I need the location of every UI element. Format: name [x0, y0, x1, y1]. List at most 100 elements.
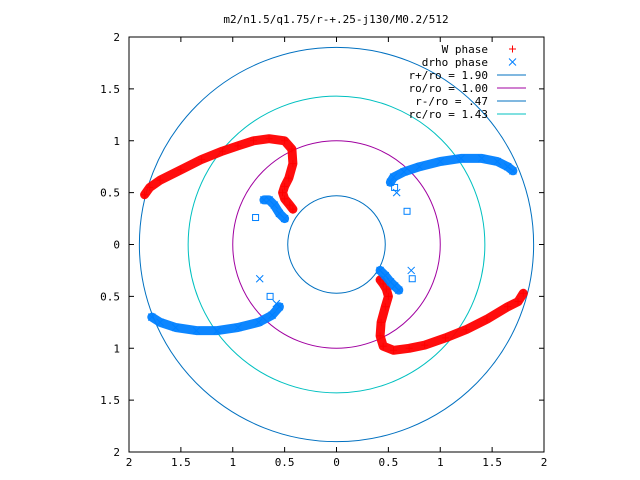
- series-1-arm-0-point-1-b: [389, 173, 398, 181]
- series-0-arm-1-point-6: [421, 341, 429, 349]
- series-1-outlier-8: [408, 275, 416, 283]
- series-1-arm-1-point-0-b: [147, 313, 156, 321]
- series-1-outlier-1: [255, 274, 264, 283]
- series-0-arm-0-point-17: [289, 205, 297, 213]
- series-0-arm-1-point-15: [379, 280, 387, 288]
- series-1-arm-0-point-3-b: [415, 162, 424, 171]
- series-0-arm-1-point-13: [384, 292, 392, 300]
- series-0-arm-0-point-2: [156, 176, 164, 184]
- series-1-outlier-1-b: [255, 274, 264, 283]
- series-0-arm-1-point-8: [390, 346, 398, 354]
- series-1-arm-2-point-3-b: [275, 209, 284, 218]
- series-1-arm-1-point-5: [234, 323, 242, 332]
- series-1-outlier-5: [392, 188, 401, 197]
- series-0-arm-1-point-10: [376, 332, 384, 340]
- series-0-arm-1-point-14: [382, 285, 390, 293]
- series-1-arm-0-point-9-b: [509, 166, 517, 175]
- series-1-arm-1-point-2: [171, 323, 180, 332]
- legend-label-1: drho phase: [422, 56, 488, 69]
- series-1-arm-0-point-8-b: [503, 162, 512, 171]
- legend-label-0: W phase: [442, 43, 488, 56]
- series-1-arm-3-point-0-b: [376, 266, 384, 275]
- series-1-arm-0-point-2-b: [400, 168, 408, 176]
- axis-ticks: 2 1.5 1 0.5 0 0.5 1 1.5 221.510.500.511.52: [100, 31, 547, 469]
- series-0-arm-0-point-14: [279, 189, 287, 197]
- y-tick-label-8: 2: [113, 446, 120, 459]
- series-1-outlier-6-box: [403, 207, 411, 215]
- series-0-arm-0-point-0: [141, 191, 149, 199]
- x-tick-label-6: 1: [437, 456, 444, 469]
- series-1-arm-0-band: [385, 153, 518, 187]
- series-1-arm-0-point-8: [503, 162, 512, 171]
- series-1-arm-0-point-7: [493, 157, 502, 166]
- series-0-arm-0-point-7: [250, 137, 257, 145]
- series-1-arm-3-point-3-b: [390, 282, 399, 290]
- series-1-arm-0-point-1: [389, 173, 398, 181]
- series-1-arm-0-point-5: [457, 154, 465, 163]
- series-1-arm-1-point-4-b: [213, 326, 222, 335]
- series-1-arm-1-point-3-b: [192, 326, 201, 335]
- series-1-arm-3-point-1-b: [381, 271, 390, 280]
- series-1-arm-3-point-2-b: [386, 277, 395, 286]
- series-0-arm-1-point-0: [519, 289, 527, 297]
- series-1-arm-1-point-1: [156, 318, 164, 327]
- series-0-arm-0-point-15: [281, 195, 289, 203]
- series-1-arm-3-point-1: [381, 271, 390, 280]
- y-tick-label-2: 1: [113, 135, 120, 148]
- series-0-arm-1-point-3: [483, 315, 491, 323]
- series-1-outlier-3: [272, 299, 281, 308]
- y-tick-label-6: 1: [113, 342, 120, 355]
- series-1-arm-0-point-9: [509, 166, 517, 175]
- y-tick-label-3: 0.5: [100, 187, 120, 200]
- series-1-outlier-3-b: [272, 299, 281, 308]
- series-1-arm-1-point-5-b: [234, 323, 242, 332]
- series-0-arm-1-point-4: [462, 326, 470, 334]
- x-tick-label-1: 1.5: [171, 456, 191, 469]
- data-points: [140, 134, 528, 355]
- series-1-arm-3-point-4-b: [394, 286, 403, 295]
- series-0-arm-0-point-6: [234, 142, 242, 150]
- series-0-arm-1-point-11: [377, 318, 385, 326]
- series-0-arm-1-point-9: [379, 342, 387, 350]
- series-1-arm-0-point-4-b: [436, 157, 445, 166]
- x-tick-label-5: 0.5: [378, 456, 398, 469]
- series-0-arm-0-point-1: [146, 183, 154, 191]
- series-1-arm-2-point-4: [280, 214, 289, 223]
- series-1-arm-1-point-6: [254, 318, 263, 327]
- y-tick-label-0: 2: [113, 31, 120, 44]
- series-1-arm-1-point-3: [192, 326, 201, 335]
- series-0-arm-0-point-12: [285, 174, 293, 182]
- legend-sample-0: [509, 45, 516, 53]
- series-0-arm-1-point-7: [405, 344, 413, 352]
- y-tick-label-4: 0: [113, 239, 120, 252]
- series-1-arm-2-point-2: [270, 201, 279, 209]
- series-1-outlier-2: [266, 292, 274, 300]
- y-tick-label-1: 1.5: [100, 83, 120, 96]
- series-1-arm-0-point-2: [400, 168, 408, 176]
- series-0-arm-0-point-13: [281, 182, 289, 190]
- y-tick-label-7: 1.5: [100, 394, 120, 407]
- series-0-arm-0-point-10: [288, 145, 296, 153]
- legend-sample-1: [508, 58, 517, 66]
- circle-0: [138, 46, 535, 443]
- legend-label-2: r+/ro = 1.90: [409, 69, 488, 82]
- series-1-arm-0-point-6-b: [477, 154, 486, 163]
- series-0-arm-1-point-16: [376, 276, 384, 284]
- chart-title: m2/n1.5/q1.75/r-+.25-j130/M0.2/512: [223, 13, 448, 26]
- series-1-arm-0-point-3: [415, 162, 424, 171]
- series-1-outlier-2-box: [266, 292, 274, 300]
- series-1-arm-0-point-6: [477, 154, 486, 163]
- x-tick-label-2: 1: [229, 456, 236, 469]
- series-1-arm-2-point-4-b: [280, 214, 289, 223]
- series-1-arm-1-point-2-b: [171, 323, 180, 332]
- series-1-outlier-7: [407, 266, 416, 275]
- series-1-arm-1-point-0: [147, 313, 156, 321]
- circle-1: [232, 140, 441, 349]
- series-1-outlier-5-b: [392, 188, 401, 197]
- series-1-outlier-8-box: [408, 275, 416, 283]
- x-tick-label-0: 2: [126, 456, 133, 469]
- series-1-arm-3-point-4: [394, 286, 403, 295]
- x-tick-label-8: 2: [541, 456, 548, 469]
- legend-label-4: r-/ro = .47: [415, 95, 488, 108]
